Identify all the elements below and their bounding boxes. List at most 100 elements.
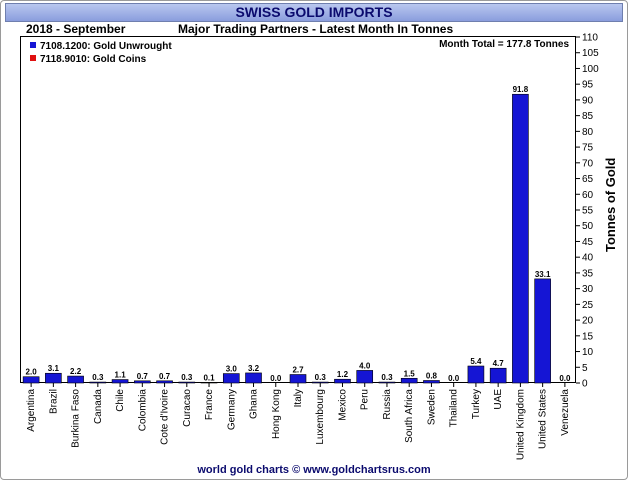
x-tick-label: UAE: [493, 389, 504, 410]
bar: [45, 372, 62, 384]
chart-title: SWISS GOLD IMPORTS: [5, 3, 623, 22]
data-label: 4.0: [359, 361, 371, 370]
x-tick-label: Venezuela: [560, 389, 571, 436]
bar: [467, 365, 485, 384]
data-label: 3.0: [226, 365, 238, 374]
data-label: 0.1: [203, 374, 215, 383]
y-tick-label: 5: [582, 363, 588, 374]
y-tick-label: 100: [582, 64, 599, 75]
bar: [423, 380, 440, 384]
x-tick-label: Germany: [226, 389, 237, 430]
footer-credit: world gold charts © www.goldchartsrus.co…: [197, 464, 431, 476]
bar: [89, 381, 107, 384]
data-label: 33.1: [535, 270, 551, 279]
bar: [245, 372, 262, 384]
bar: [222, 373, 240, 384]
x-tick-label: Luxembourg: [315, 389, 326, 445]
bar: [111, 379, 129, 384]
data-label: 0.0: [559, 374, 571, 383]
y-tick-label: 70: [582, 158, 594, 169]
data-label: 2.0: [26, 368, 38, 377]
period-label: 2018 - September: [26, 22, 126, 36]
data-label: 5.4: [470, 357, 482, 366]
x-tick-label: Peru: [360, 389, 371, 410]
bar: [178, 381, 196, 384]
data-label: 3.2: [248, 364, 260, 373]
chart-subtitle: Major Trading Partners - Latest Month In…: [178, 22, 454, 36]
x-tick-label: South Africa: [404, 389, 415, 443]
bar: [334, 378, 351, 384]
data-label: 0.0: [448, 374, 460, 383]
x-tick-label: United Kingdom: [515, 389, 526, 460]
x-tick-label: United States: [538, 389, 549, 449]
data-label: 0.7: [159, 372, 171, 381]
month-total-annotation: Month Total = 177.8 Tonnes: [439, 39, 569, 50]
y-tick-label: 110: [582, 33, 598, 44]
bar: [134, 380, 151, 384]
y-tick-label: 25: [582, 300, 594, 311]
bar: [378, 381, 396, 384]
x-tick-label: Argentina: [26, 389, 37, 432]
y-tick-label: 35: [582, 268, 594, 279]
y-tick-label: 30: [582, 284, 594, 295]
x-tick-label: Cote d'Ivoire: [160, 389, 171, 445]
data-label: 0.3: [92, 373, 104, 382]
legend-swatch-icon: [30, 42, 36, 48]
bar: [356, 370, 374, 384]
x-tick-label: Brazil: [48, 389, 59, 414]
x-tick-label: Burkina Faso: [71, 389, 82, 448]
data-label: 2.7: [292, 366, 304, 375]
legend-item-gold-unwrought: 7108.1200: Gold Unwrought: [30, 41, 172, 52]
x-tick-label: France: [204, 389, 215, 421]
x-tick-label: Hong Kong: [271, 389, 282, 439]
data-label: 1.5: [404, 369, 416, 378]
y-tick-label: 40: [582, 253, 594, 264]
data-label: 0.3: [381, 373, 393, 382]
data-label: 2.2: [70, 367, 82, 376]
bar: [489, 367, 507, 384]
x-tick-label: Mexico: [337, 389, 348, 421]
x-tick-label: Italy: [293, 389, 304, 407]
y-axis-label: Tonnes of Gold: [603, 157, 618, 252]
bar: [22, 376, 40, 384]
bar: [534, 278, 551, 384]
data-label: 4.7: [493, 359, 505, 368]
y-tick-label: 20: [582, 316, 594, 327]
legend-label: 7118.9010: Gold Coins: [40, 54, 147, 65]
y-tick-label: 15: [582, 331, 594, 342]
y-tick-label: 60: [582, 190, 594, 201]
data-label: 1.2: [337, 370, 349, 379]
x-tick-label: Sweden: [426, 389, 437, 425]
x-tick-label: Chile: [115, 389, 126, 412]
data-label: 91.8: [513, 85, 529, 94]
x-tick-label: Colombia: [137, 389, 148, 432]
y-tick-label: 55: [582, 206, 594, 217]
x-tick-label: Turkey: [471, 389, 482, 419]
y-tick-label: 45: [582, 237, 594, 248]
x-tick-label: Ghana: [249, 389, 260, 419]
data-label: 0.8: [426, 371, 438, 380]
y-tick-label: 95: [582, 80, 594, 91]
bar: [289, 374, 307, 384]
x-tick-label: Russia: [382, 389, 393, 420]
bar: [311, 381, 329, 384]
bar: [512, 93, 529, 384]
data-label: 0.3: [315, 373, 327, 382]
y-tick-label: 90: [582, 95, 594, 106]
data-label: 0.0: [270, 374, 282, 383]
x-tick-label: Canada: [93, 389, 104, 424]
y-tick-label: 85: [582, 111, 594, 122]
plot-area: [20, 36, 576, 383]
y-tick-label: 80: [582, 127, 594, 138]
bar: [67, 375, 84, 384]
y-tick-label: 75: [582, 143, 594, 154]
data-label: 3.1: [48, 364, 60, 373]
bar: [400, 377, 418, 384]
bar: [156, 380, 173, 384]
y-tick-label: 50: [582, 221, 594, 232]
legend-label: 7108.1200: Gold Unwrought: [40, 41, 172, 52]
y-tick-label: 0: [582, 379, 588, 390]
x-tick-label: Thailand: [449, 389, 460, 427]
y-tick-label: 105: [582, 48, 599, 59]
